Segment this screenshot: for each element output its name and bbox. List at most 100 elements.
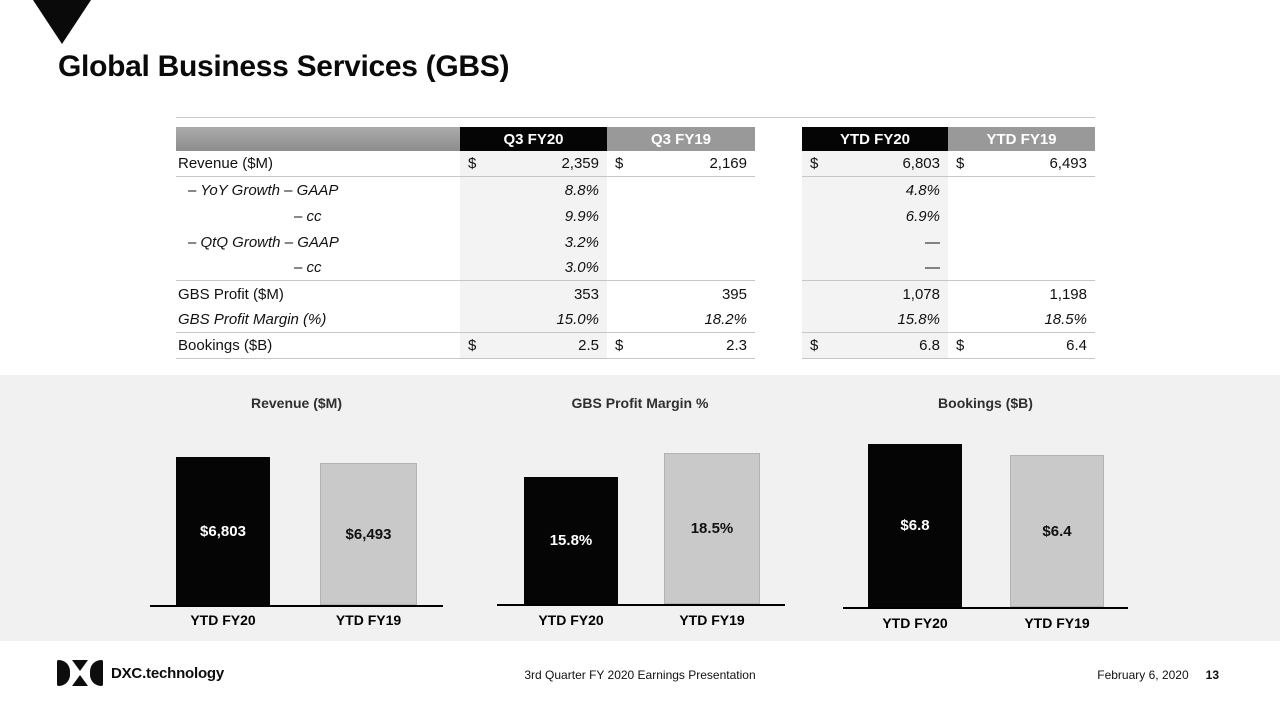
cell-currency: $ <box>615 337 624 354</box>
cell-value: 6.9% <box>905 207 940 225</box>
table-row-margin: GBS Profit Margin (%) 15.0% 18.2% 15.8% … <box>176 307 1095 333</box>
col-header-ytdfy19: YTD FY19 <box>948 127 1095 151</box>
x-axis-revenue <box>150 605 443 607</box>
brand-name: DXC.technology <box>111 664 225 682</box>
cell-currency: $ <box>810 155 819 172</box>
cell-currency: $ <box>956 155 965 172</box>
cell-value: 1,078 <box>902 285 940 303</box>
table-row-revenue: Revenue ($M) $2,359 $2,169 $6,803 $6,493 <box>176 151 1095 177</box>
table-cell <box>607 229 755 255</box>
bar-value-label: 18.5% <box>690 520 734 537</box>
bar-margin-ytdfy20: 15.8% <box>524 477 618 604</box>
cell-value: 3.0% <box>564 259 599 276</box>
row-label: GBS Profit Margin (%) <box>176 307 460 333</box>
table-cell: $6.8 <box>802 333 948 359</box>
cell-currency: $ <box>615 155 624 172</box>
row-label: Revenue ($M) <box>176 151 460 177</box>
bar-bookings-ytdfy20: $6.8 <box>868 444 962 607</box>
cell-value: 9.9% <box>564 207 599 225</box>
cell-value: 8.8% <box>564 181 599 199</box>
table-cell: 3.0% <box>460 255 607 281</box>
chart-title-revenue: Revenue ($M) <box>250 395 343 411</box>
table-gap <box>755 307 802 333</box>
footer-right: February 6, 2020 13 <box>1097 668 1219 682</box>
cell-value: 18.2% <box>704 311 747 328</box>
cell-value: 6,803 <box>902 155 940 172</box>
table-cell <box>948 255 1095 281</box>
cell-value: 395 <box>721 285 747 303</box>
cell-currency: $ <box>468 337 477 354</box>
table-cell <box>607 255 755 281</box>
bar-value-label: $6,803 <box>200 522 246 540</box>
logo-x-top-triangle <box>72 660 88 671</box>
bar-margin-ytdfy19: 18.5% <box>664 453 760 604</box>
category-label: YTD FY19 <box>679 612 745 628</box>
row-label: – QtQ Growth – GAAP <box>188 233 339 251</box>
page-title: Global Business Services (GBS) <box>58 50 510 83</box>
table-cell: $2,359 <box>460 151 607 177</box>
table-gap <box>755 177 802 203</box>
charts-section: Revenue ($M) $6,803 $6,493 YTD FY20 YTD … <box>0 375 1280 641</box>
x-axis-bookings <box>843 607 1128 609</box>
cell-value: 2,359 <box>561 155 599 172</box>
table-cell: 6.9% <box>802 203 948 229</box>
dxc-arrow-icon <box>33 0 91 44</box>
cell-value: 2.3 <box>726 337 747 354</box>
logo-d-shape <box>57 660 70 686</box>
cell-value: 2.5 <box>578 337 599 354</box>
bar-revenue-ytdfy19: $6,493 <box>320 463 417 605</box>
dxc-logo: DXC.technology <box>57 660 224 686</box>
table-cell: $2,169 <box>607 151 755 177</box>
table-gap <box>755 229 802 255</box>
bar-value-label: 15.8% <box>549 532 593 549</box>
table-cell: $6.4 <box>948 333 1095 359</box>
table-row-profit: GBS Profit ($M) 353 395 1,078 1,198 <box>176 281 1095 307</box>
logo-x-bottom-triangle <box>72 675 88 686</box>
table-cell: 395 <box>607 281 755 307</box>
table-row-qtq-gaap: – QtQ Growth – GAAP 3.2% — <box>176 229 1095 255</box>
table-row-yoy-cc: – cc 9.9% 6.9% <box>176 203 1095 229</box>
table-cell: $2.5 <box>460 333 607 359</box>
bar-value-label: $6.4 <box>1042 522 1072 540</box>
category-label: YTD FY19 <box>335 612 402 628</box>
category-label: YTD FY20 <box>882 615 948 631</box>
bar-revenue-ytdfy20: $6,803 <box>176 457 270 605</box>
table-top-rule <box>176 117 1095 118</box>
logo-c-shape <box>90 660 103 686</box>
table-cell: 4.8% <box>802 177 948 203</box>
table-cell: 1,078 <box>802 281 948 307</box>
row-label: Bookings ($B) <box>176 333 460 359</box>
table-cell <box>607 177 755 203</box>
cell-value: 4.8% <box>905 181 940 199</box>
table-cell: 353 <box>460 281 607 307</box>
dxc-logo-icon <box>57 660 103 686</box>
footer-presentation-title: 3rd Quarter FY 2020 Earnings Presentatio… <box>524 668 756 682</box>
cell-value: 15.0% <box>556 311 599 328</box>
table-row-qtq-cc: – cc 3.0% — <box>176 255 1095 281</box>
cell-value: 18.5% <box>1044 311 1087 328</box>
table-gap <box>755 203 802 229</box>
table-cell <box>948 229 1095 255</box>
cell-value: 1,198 <box>1049 285 1087 303</box>
table-cell: 15.0% <box>460 307 607 333</box>
category-label: YTD FY20 <box>538 612 604 628</box>
table-cell: 18.5% <box>948 307 1095 333</box>
cell-currency: $ <box>468 155 477 172</box>
table-row-bookings: Bookings ($B) $2.5 $2.3 $6.8 $6.4 <box>176 333 1095 359</box>
cell-value: 15.8% <box>897 311 940 328</box>
table-cell: — <box>802 255 948 281</box>
cell-value: 6,493 <box>1049 155 1087 172</box>
category-label: YTD FY19 <box>1024 615 1090 631</box>
table-cell: 15.8% <box>802 307 948 333</box>
logo-x-shape <box>72 660 88 686</box>
cell-currency: $ <box>810 337 819 354</box>
row-label: GBS Profit ($M) <box>178 285 284 303</box>
chart-title-margin: GBS Profit Margin % <box>571 395 709 411</box>
table-cell: — <box>802 229 948 255</box>
bar-bookings-ytdfy19: $6.4 <box>1010 455 1104 607</box>
table-gap <box>755 281 802 307</box>
cell-currency: $ <box>956 337 965 354</box>
bar-value-label: $6,493 <box>345 525 392 543</box>
bar-value-label: $6.8 <box>900 517 930 534</box>
